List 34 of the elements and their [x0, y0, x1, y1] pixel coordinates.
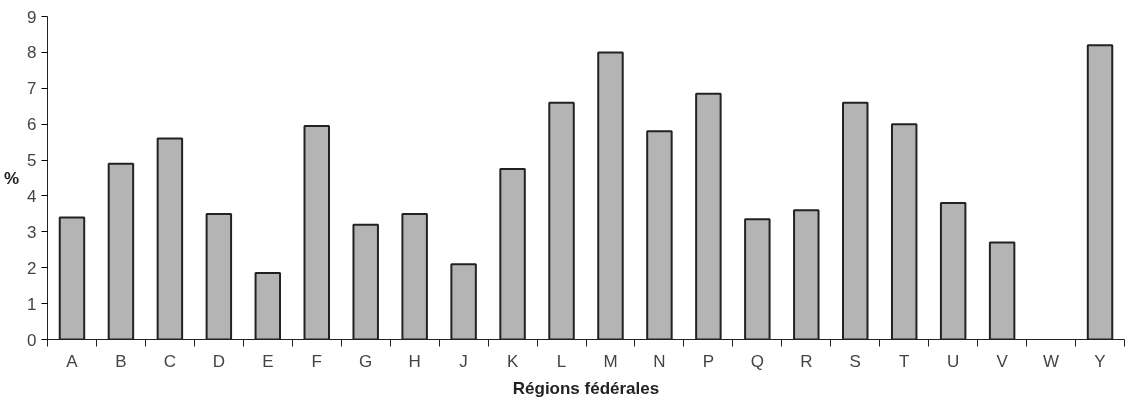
x-tick-label: M	[603, 351, 618, 371]
y-tick-label: 1	[27, 294, 37, 314]
y-axis-title: %	[3, 168, 20, 188]
x-tick-label: C	[163, 351, 177, 371]
x-axis-title: Régions fédérales	[512, 378, 660, 398]
y-tick-label: 7	[27, 79, 37, 99]
x-tick-label: K	[506, 351, 519, 371]
x-tick-label: J	[459, 351, 468, 371]
y-tick-label: 6	[27, 115, 37, 135]
x-tick-label: A	[66, 351, 79, 371]
x-tick-label: P	[702, 351, 715, 371]
x-tick-label: R	[800, 351, 813, 371]
x-tick-label: T	[899, 351, 910, 371]
x-tick-label: W	[1043, 351, 1060, 371]
x-tick-label: E	[262, 351, 274, 371]
x-tick-label: H	[408, 351, 421, 371]
x-tick-label: Y	[1094, 351, 1106, 371]
y-tick-label: 3	[27, 222, 37, 242]
y-tick-label: 4	[27, 186, 37, 206]
x-tick-label: G	[359, 351, 373, 371]
x-tick-label: U	[947, 351, 960, 371]
x-tick-label: S	[849, 351, 861, 371]
x-tick-label: L	[556, 351, 567, 371]
y-tick-label: 8	[27, 43, 37, 63]
y-tick-label: 2	[27, 258, 37, 278]
y-tick-label: 9	[27, 7, 37, 27]
x-tick-label: Q	[750, 351, 764, 371]
x-tick-label: B	[115, 351, 127, 371]
x-tick-label: F	[311, 351, 322, 371]
x-tick-label: V	[996, 351, 1009, 371]
x-tick-label: D	[212, 351, 225, 371]
x-tick-label: N	[653, 351, 666, 371]
y-tick-label: 0	[27, 330, 37, 350]
y-tick-label: 5	[27, 151, 37, 171]
